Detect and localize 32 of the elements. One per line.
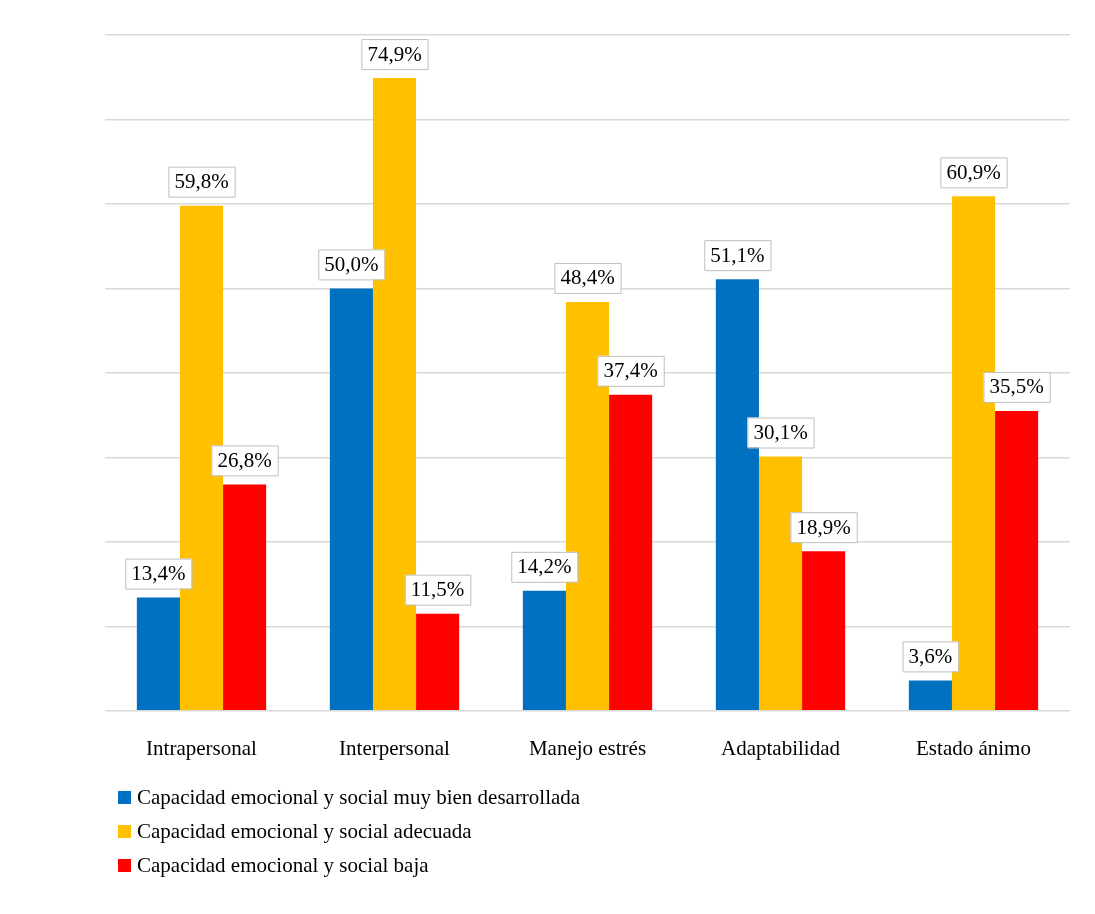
bar xyxy=(329,288,373,711)
data-label: 35,5% xyxy=(989,374,1044,399)
data-label: 30,1% xyxy=(753,420,808,445)
bar xyxy=(609,394,653,711)
data-label: 18,9% xyxy=(796,514,851,539)
bar xyxy=(136,597,180,711)
legend-label: Capacidad emocional y social muy bien desarrollada xyxy=(137,784,581,810)
data-label: 48,4% xyxy=(560,265,615,290)
data-label: 74,9% xyxy=(367,41,422,66)
data-label: 26,8% xyxy=(217,447,272,472)
x-tick-label: Manejo estrés xyxy=(528,735,647,760)
data-label: 37,4% xyxy=(603,358,658,383)
bar xyxy=(522,590,566,711)
bar xyxy=(908,680,952,711)
legend-label: Capacidad emocional y social adecuada xyxy=(137,818,472,844)
data-label: 60,9% xyxy=(946,159,1001,184)
data-label: 59,8% xyxy=(174,169,229,194)
data-label: 3,6% xyxy=(908,643,953,668)
bar xyxy=(995,410,1039,711)
x-tick-label: Intrapersonal xyxy=(146,735,258,760)
data-label: 14,2% xyxy=(517,554,572,579)
data-label: 50,0% xyxy=(324,251,379,276)
bar xyxy=(802,551,846,711)
bar xyxy=(223,484,267,711)
data-label: 11,5% xyxy=(410,577,465,602)
legend-label: Capacidad emocional y social baja xyxy=(137,852,429,878)
data-label: 51,1% xyxy=(710,242,765,267)
x-tick-label: Adaptabilidad xyxy=(721,735,841,760)
x-tick-label: Interpersonal xyxy=(339,735,451,760)
data-label: 13,4% xyxy=(131,561,186,586)
bar xyxy=(416,613,460,711)
x-tick-label: Estado ánimo xyxy=(916,735,1031,760)
